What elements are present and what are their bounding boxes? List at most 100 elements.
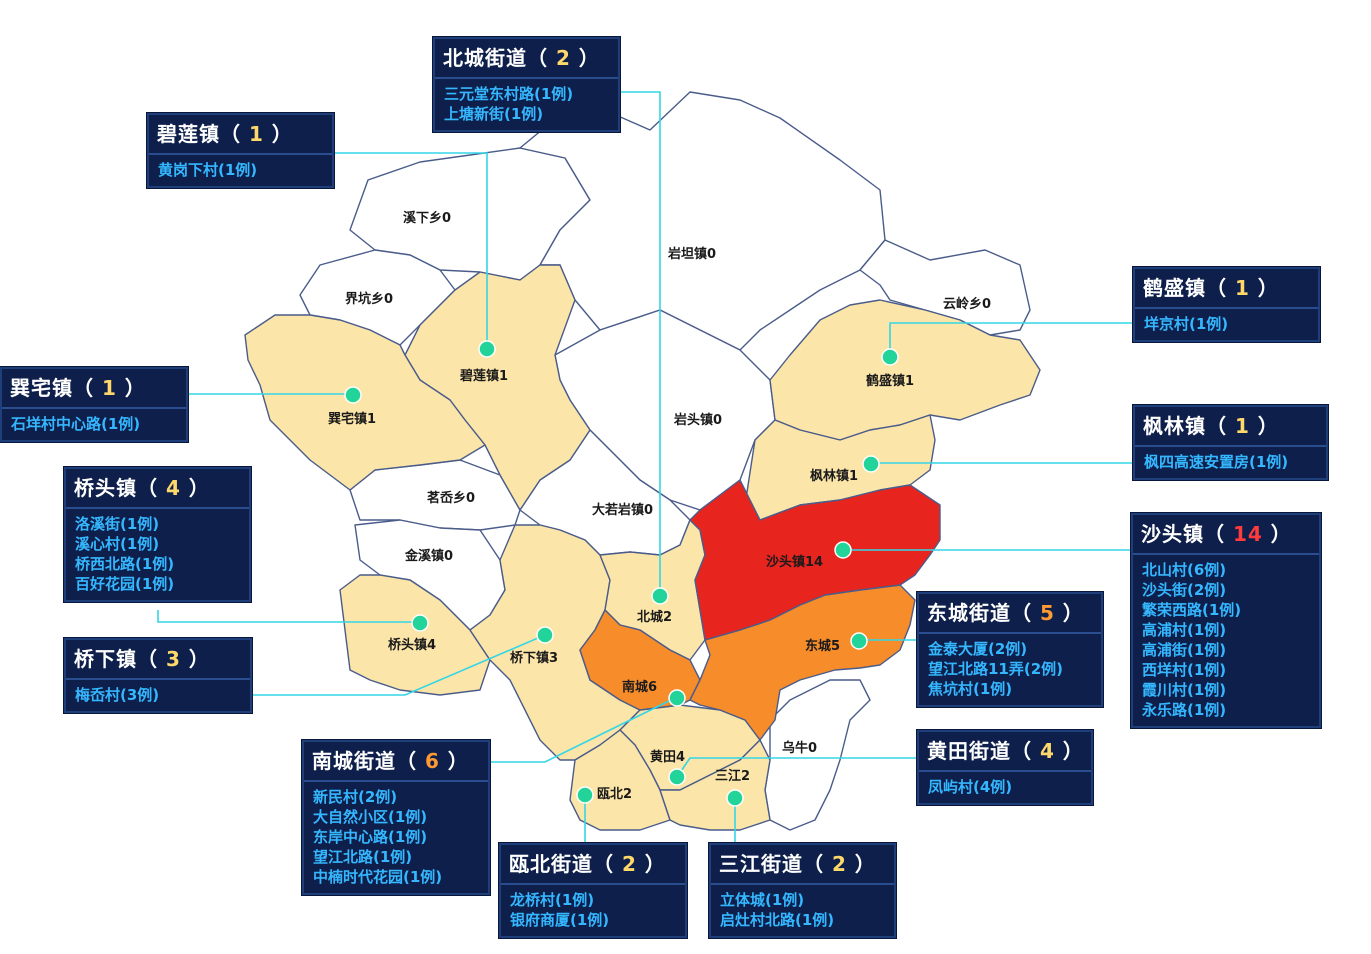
card-title: 碧莲镇（ 1 ） xyxy=(149,115,332,155)
card-count: 1 xyxy=(101,376,117,400)
case-item: 高浦村(1例) xyxy=(1142,621,1227,639)
label-jinxi: 金溪镇0 xyxy=(404,548,453,564)
label-fenglin: 枫林镇1 xyxy=(810,468,858,484)
card-count: 4 xyxy=(1039,739,1055,763)
marker-xunzhai[interactable] xyxy=(344,386,362,404)
label-qiaotou: 桥头镇4 xyxy=(388,637,436,653)
card-oubei[interactable]: 瓯北街道（ 2 ） 龙桥村(1例) 银府商厦(1例) xyxy=(499,843,687,938)
case-item: 永乐路(1例) xyxy=(1142,701,1227,719)
case-item: 百好花园(1例) xyxy=(75,575,175,593)
region-qiaotou[interactable] xyxy=(339,574,491,696)
marker-fenglin[interactable] xyxy=(862,455,880,473)
marker-dongcheng[interactable] xyxy=(850,632,868,650)
card-count: 2 xyxy=(621,852,637,876)
case-item: 沙头街(2例) xyxy=(1142,581,1227,599)
region-xunzhai[interactable] xyxy=(244,314,486,491)
card-title: 枫林镇（ 1 ） xyxy=(1135,407,1326,447)
card-name: 桥下镇 xyxy=(74,647,137,671)
case-item: 枫四高速安置房(1例) xyxy=(1144,453,1289,471)
case-item: 新民村(2例) xyxy=(313,788,398,806)
card-title: 瓯北街道（ 2 ） xyxy=(501,845,685,885)
card-title: 桥下镇（ 3 ） xyxy=(66,640,250,680)
card-count: 2 xyxy=(555,46,571,70)
card-name: 枫林镇 xyxy=(1143,414,1206,438)
card-name: 东城街道 xyxy=(927,601,1011,625)
card-name: 南城街道 xyxy=(312,749,396,773)
region-nancheng[interactable] xyxy=(579,609,701,711)
card-count: 1 xyxy=(1234,276,1250,300)
card-sanjiang[interactable]: 三江街道（ 2 ） 立体城(1例) 启灶村北路(1例) xyxy=(709,843,896,938)
marker-beicheng[interactable] xyxy=(651,587,669,605)
case-item: 繁荣西路(1例) xyxy=(1142,601,1242,619)
region-yunling[interactable] xyxy=(859,239,1031,336)
card-nancheng[interactable]: 南城街道（ 6 ） 新民村(2例) 大自然小区(1例) 东岸中心路(1例) 望江… xyxy=(302,740,490,895)
case-item: 焦坑村(1例) xyxy=(928,680,1013,698)
case-item: 银府商厦(1例) xyxy=(510,911,610,929)
card-name: 沙头镇 xyxy=(1141,522,1204,546)
card-name: 瓯北街道 xyxy=(509,852,593,876)
label-yunling: 云岭乡0 xyxy=(943,296,991,312)
leader-nancheng xyxy=(488,696,678,763)
card-beicheng[interactable]: 北城街道（ 2 ） 三元堂东村路(1例) 上塘新街(1例) xyxy=(433,37,620,132)
marker-hesheng[interactable] xyxy=(881,348,899,366)
card-hesheng[interactable]: 鹤盛镇（ 1 ） 垟京村(1例) xyxy=(1133,267,1320,342)
case-item: 东岸中心路(1例) xyxy=(313,828,428,846)
label-bilian: 碧莲镇1 xyxy=(459,368,508,384)
card-count: 1 xyxy=(248,122,264,146)
case-item: 霞川村(1例) xyxy=(1142,681,1227,699)
marker-sanjiang[interactable] xyxy=(726,789,744,807)
card-name: 鹤盛镇 xyxy=(1143,276,1206,300)
card-shatou[interactable]: 沙头镇（ 14 ） 北山村(6例) 沙头街(2例) 繁荣西路(1例) 高浦村(1… xyxy=(1131,513,1321,728)
leader-qiaotou xyxy=(157,610,420,623)
marker-huangtian[interactable] xyxy=(668,768,686,786)
card-count: 2 xyxy=(831,852,847,876)
card-name: 三江街道 xyxy=(719,852,803,876)
marker-oubei[interactable] xyxy=(576,786,594,804)
card-count: 4 xyxy=(165,476,181,500)
card-count: 14 xyxy=(1232,522,1263,546)
label-xixia: 溪下乡0 xyxy=(403,210,451,226)
card-huangtian[interactable]: 黄田街道（ 4 ） 凤屿村(4例) xyxy=(917,730,1093,805)
card-qiaotou[interactable]: 桥头镇（ 4 ） 洛溪街(1例) 溪心村(1例) 桥西北路(1例) 百好花园(1… xyxy=(64,467,251,602)
card-xunzhai[interactable]: 巽宅镇（ 1 ） 石垟村中心路(1例) xyxy=(0,367,188,442)
card-title: 鹤盛镇（ 1 ） xyxy=(1135,269,1318,309)
card-count: 1 xyxy=(1234,414,1250,438)
card-qiaoxia[interactable]: 桥下镇（ 3 ） 梅岙村(3例) xyxy=(64,638,252,713)
marker-qiaotou[interactable] xyxy=(411,614,429,632)
card-bilian[interactable]: 碧莲镇（ 1 ） 黄岗下村(1例) xyxy=(147,113,334,188)
leader-bilian xyxy=(330,152,488,348)
case-item: 桥西北路(1例) xyxy=(75,555,175,573)
region-sanjiang[interactable] xyxy=(659,739,771,831)
region-shatou[interactable] xyxy=(689,479,941,641)
label-jiekeng: 界坑乡0 xyxy=(345,291,393,307)
marker-qiaoxia[interactable] xyxy=(536,626,554,644)
case-item: 望江北路11弄(2例) xyxy=(928,660,1064,678)
case-item: 石垟村中心路(1例) xyxy=(11,415,141,433)
card-dongcheng[interactable]: 东城街道（ 5 ） 金泰大厦(2例) 望江北路11弄(2例) 焦坑村(1例) xyxy=(917,592,1103,707)
case-item: 立体城(1例) xyxy=(720,891,805,909)
card-fenglin[interactable]: 枫林镇（ 1 ） 枫四高速安置房(1例) xyxy=(1133,405,1328,480)
label-huangtian: 黄田4 xyxy=(650,749,685,765)
marker-nancheng[interactable] xyxy=(668,689,686,707)
case-item: 北山村(6例) xyxy=(1142,561,1227,579)
card-count: 6 xyxy=(424,749,440,773)
label-nancheng: 南城6 xyxy=(622,679,657,695)
label-xunzhai: 巽宅镇1 xyxy=(328,411,376,427)
marker-bilian[interactable] xyxy=(478,340,496,358)
leader-hesheng xyxy=(889,322,1134,356)
case-item: 洛溪街(1例) xyxy=(75,515,160,533)
card-name: 碧莲镇 xyxy=(157,122,220,146)
region-wuniu[interactable] xyxy=(764,679,871,831)
case-item: 中楠时代花园(1例) xyxy=(313,868,443,886)
card-title: 桥头镇（ 4 ） xyxy=(66,469,249,509)
case-item: 西垟村(1例) xyxy=(1142,661,1227,679)
card-title: 北城街道（ 2 ） xyxy=(435,39,618,79)
card-title: 三江街道（ 2 ） xyxy=(711,845,894,885)
marker-shatou[interactable] xyxy=(834,541,852,559)
card-title: 黄田街道（ 4 ） xyxy=(919,732,1091,772)
label-daruoyan: 大若岩镇0 xyxy=(592,502,653,518)
label-hesheng: 鹤盛镇1 xyxy=(866,373,914,389)
label-sanjiang: 三江2 xyxy=(715,768,750,784)
case-item: 凤屿村(4例) xyxy=(928,778,1013,796)
